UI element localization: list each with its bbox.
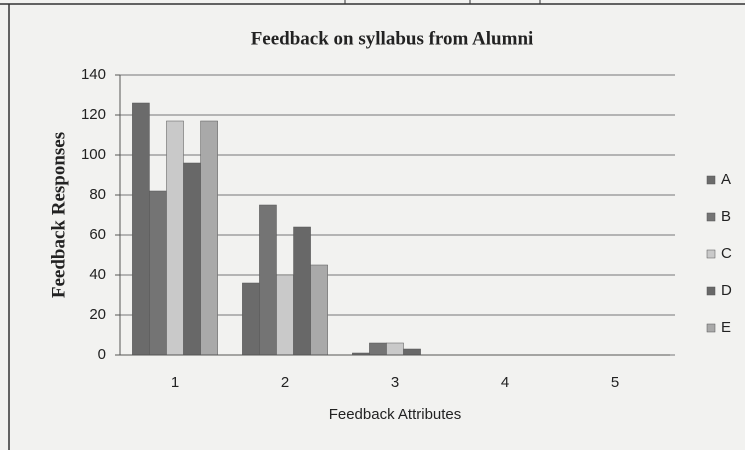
bar [166, 120, 184, 356]
x-tick-label: 2 [281, 374, 289, 391]
legend-label: B [721, 208, 731, 225]
x-tick-label: 1 [171, 374, 179, 391]
bar [369, 342, 387, 356]
legend-label: A [721, 171, 731, 188]
y-tick-label: 120 [81, 106, 106, 123]
y-tick-label: 140 [81, 66, 106, 83]
legend-label: C [721, 245, 732, 262]
y-tick-label: 20 [89, 306, 106, 323]
legend-swatch [706, 212, 716, 222]
x-tick-label: 4 [501, 374, 509, 391]
x-tick-label: 5 [611, 374, 619, 391]
legend-label: D [721, 282, 732, 299]
x-axis-label: Feedback Attributes [329, 406, 462, 423]
bar [149, 190, 167, 356]
bar [259, 204, 277, 356]
bar [183, 162, 201, 356]
y-tick-label: 0 [98, 346, 106, 363]
bar [200, 120, 218, 356]
bar [386, 342, 404, 356]
y-tick-label: 100 [81, 146, 106, 163]
y-tick-label: 60 [89, 226, 106, 243]
bar [132, 102, 150, 356]
bar [242, 282, 260, 356]
y-axis-label: Feedback Responses [48, 132, 69, 298]
legend-swatch [706, 175, 716, 185]
legend-swatch [706, 249, 716, 259]
legend-swatch [706, 286, 716, 296]
y-tick-label: 80 [89, 186, 106, 203]
legend-label: E [721, 319, 731, 336]
legend-swatch [706, 323, 716, 333]
y-tick-label: 40 [89, 266, 106, 283]
bar [293, 226, 311, 356]
chart-title: Feedback on syllabus from Alumni [251, 28, 534, 49]
x-tick-label: 3 [391, 374, 399, 391]
bar [276, 274, 294, 356]
bar [310, 264, 328, 356]
bar [403, 348, 421, 356]
